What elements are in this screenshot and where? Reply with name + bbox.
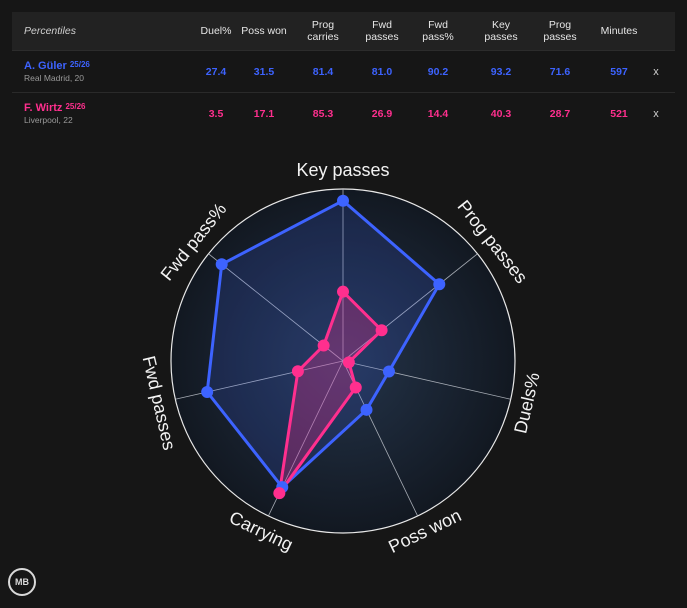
mb-logo: MB <box>8 568 36 596</box>
radar-point <box>273 487 286 500</box>
table-row: A. Güler 25/26 Real Madrid, 20 27.4 31.5… <box>12 51 675 93</box>
radar-point <box>291 365 304 378</box>
value-fwd-passes: 81.0 <box>371 65 393 78</box>
radar-spoke <box>342 360 511 400</box>
value-key-passes: 93.2 <box>490 65 512 78</box>
radar-point <box>201 386 214 399</box>
table-row: F. Wirtz 25/26 Liverpool, 22 3.5 17.1 85… <box>12 93 675 134</box>
header-percentiles: Percentiles <box>24 25 76 37</box>
value-key-passes: 40.3 <box>490 107 512 120</box>
col-prog-passes: Prog passes <box>543 19 577 43</box>
col-key-passes: Key passes <box>484 19 518 43</box>
player-season: 25/26 <box>65 102 86 111</box>
col-prog-carries: Prog carries <box>307 19 339 43</box>
radar-point <box>375 324 388 337</box>
player-club: Liverpool, 22 <box>24 115 73 125</box>
remove-player-button[interactable]: x <box>653 65 659 78</box>
player-name[interactable]: A. Güler 25/26 <box>24 60 90 72</box>
value-minutes: 521 <box>610 107 628 120</box>
value-prog-passes: 28.7 <box>549 107 571 120</box>
radar-point <box>382 365 395 378</box>
player-cell: A. Güler 25/26 Real Madrid, 20 <box>24 51 90 92</box>
radar-point <box>349 381 362 394</box>
radar-point <box>215 258 228 271</box>
value-duel-pct: 27.4 <box>205 65 227 78</box>
value-fwd-pass-pct: 90.2 <box>427 65 449 78</box>
player-club: Real Madrid, 20 <box>24 73 85 83</box>
col-duel-pct: Duel% <box>200 25 232 37</box>
axis-label: Key passes <box>296 160 389 180</box>
value-poss-won: 17.1 <box>253 107 275 120</box>
player-cell: F. Wirtz 25/26 Liverpool, 22 <box>24 93 86 134</box>
col-minutes: Minutes <box>600 25 638 37</box>
percentiles-table: Percentiles Duel% Poss won Prog carries … <box>12 12 675 134</box>
player-season: 25/26 <box>69 60 90 69</box>
value-fwd-pass-pct: 14.4 <box>427 107 449 120</box>
value-fwd-passes: 26.9 <box>371 107 393 120</box>
value-prog-passes: 71.6 <box>549 65 571 78</box>
value-poss-won: 31.5 <box>253 65 275 78</box>
value-minutes: 597 <box>610 65 628 78</box>
table-header: Percentiles Duel% Poss won Prog carries … <box>12 12 675 51</box>
radar-point <box>342 356 355 369</box>
radar-spoke <box>342 253 478 362</box>
player-name[interactable]: F. Wirtz 25/26 <box>24 102 86 114</box>
value-prog-carries: 81.4 <box>312 65 334 78</box>
col-poss-won: Poss won <box>241 25 287 37</box>
axis-label: Duels% <box>510 371 543 436</box>
col-fwd-pass-pct: Fwd pass% <box>422 19 454 43</box>
radar-point <box>317 339 330 352</box>
radar-point <box>337 285 349 298</box>
radar-point <box>337 194 349 207</box>
value-duel-pct: 3.5 <box>208 107 224 120</box>
radar-point <box>433 278 446 291</box>
col-fwd-passes: Fwd passes <box>365 19 399 43</box>
radar-series-wirtz <box>277 290 384 495</box>
remove-player-button[interactable]: x <box>653 107 659 120</box>
value-prog-carries: 85.3 <box>312 107 334 120</box>
radar-point <box>360 403 373 416</box>
